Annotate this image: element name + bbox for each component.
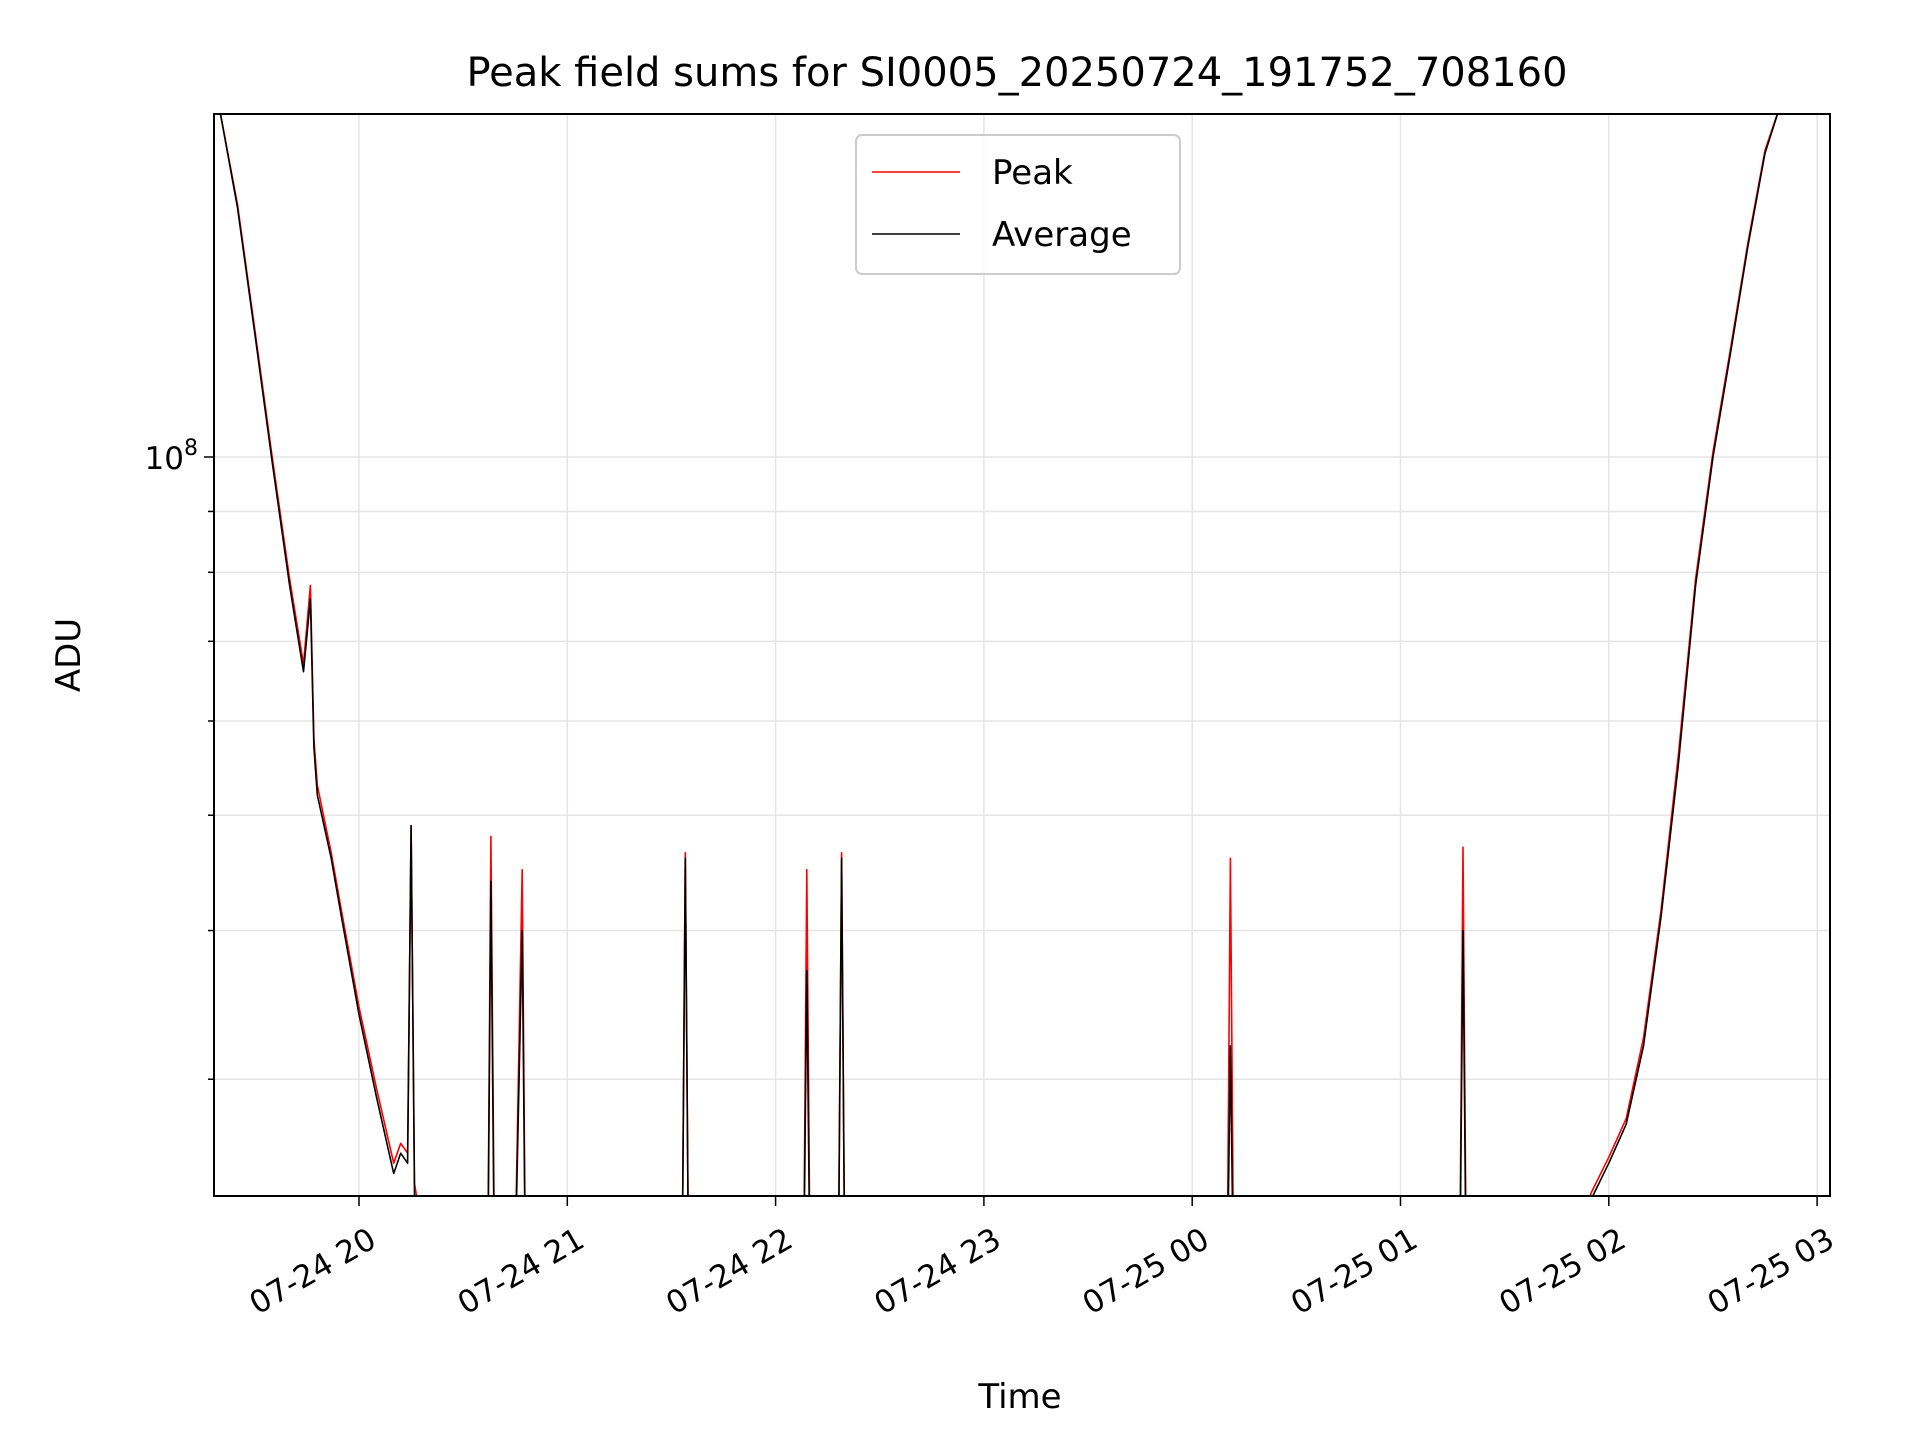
legend-label-peak: Peak bbox=[992, 153, 1073, 193]
chart-title: Peak field sums for SI0005_20250724_1917… bbox=[466, 50, 1567, 96]
y-axis-label: ADU bbox=[49, 618, 89, 692]
legend: Peak Average bbox=[855, 134, 1181, 275]
y-tick-label: 108 bbox=[145, 436, 198, 477]
series-line-average bbox=[219, 114, 1779, 1196]
grid-layer bbox=[214, 114, 1830, 1196]
legend-box bbox=[855, 134, 1181, 275]
series-layer bbox=[219, 114, 1779, 1196]
y-axis-ticks: 108 bbox=[145, 436, 214, 1080]
plot-frame bbox=[213, 113, 1831, 1197]
x-axis-label: Time bbox=[977, 1377, 1061, 1417]
legend-label-average: Average bbox=[992, 215, 1132, 255]
